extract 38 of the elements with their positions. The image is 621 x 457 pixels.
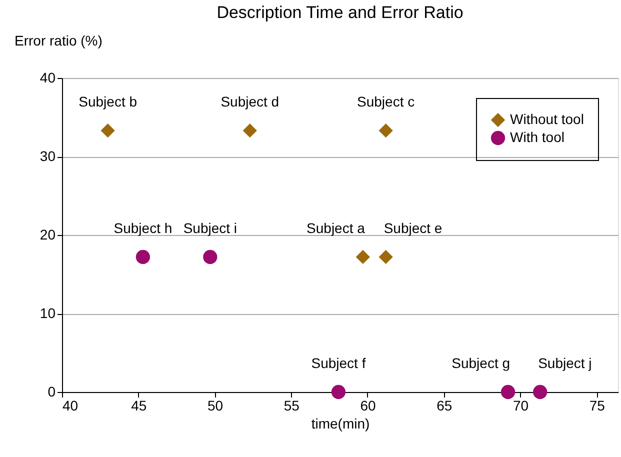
- annotation: Subject e: [384, 220, 442, 236]
- point: [100, 124, 115, 138]
- annotation: Subject d: [220, 94, 280, 110]
- x-tick-label: 45: [131, 398, 147, 414]
- point: [203, 250, 218, 264]
- annotation: Subject h: [114, 220, 172, 236]
- x-tick-label: 65: [436, 398, 452, 414]
- point: [331, 384, 346, 400]
- legend-label: With tool: [510, 129, 564, 145]
- y-tick-label: 20: [40, 226, 56, 242]
- x-axis-title: time(min): [311, 416, 370, 432]
- annotation: Subject i: [183, 220, 238, 236]
- y-tick-label: 0: [48, 384, 56, 400]
- y-tick-label: 30: [40, 148, 56, 164]
- annotation: Subject a: [306, 220, 366, 236]
- point: [500, 384, 516, 400]
- x-tick-label: 55: [284, 398, 300, 414]
- point: [378, 250, 393, 264]
- point: [533, 384, 548, 400]
- annotation: Subject g: [452, 355, 510, 371]
- point: [242, 124, 257, 138]
- annotation: Subject b: [78, 94, 138, 110]
- point: [378, 124, 393, 138]
- x-tick-label: 70: [512, 398, 529, 414]
- x-tick-label: 50: [207, 398, 224, 414]
- x-tick-label: 60: [360, 398, 376, 414]
- y-axis-title: Error ratio (%): [14, 32, 102, 48]
- annotation: Subject f: [311, 355, 366, 371]
- annotation: Subject j: [538, 355, 592, 371]
- x-tick-label: 75: [589, 398, 606, 414]
- point: [356, 250, 370, 264]
- x-tick-label: 40: [62, 398, 78, 414]
- legend-label: Without tool: [510, 111, 584, 127]
- y-tick-label: 40: [40, 70, 56, 86]
- point: [136, 250, 150, 264]
- chart-title: Description Time and Error Ratio: [216, 3, 464, 22]
- y-tick-label: 10: [40, 305, 56, 321]
- annotation: Subject c: [357, 94, 415, 110]
